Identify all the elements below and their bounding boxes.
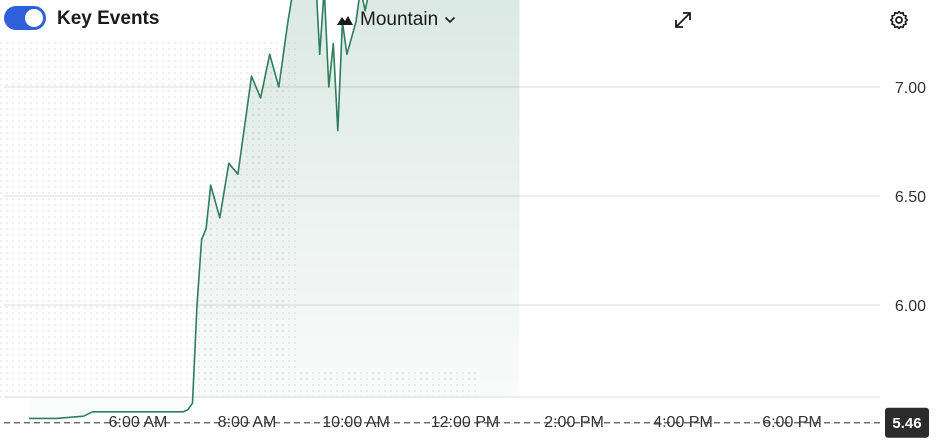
x-tick-label: 2:00 PM — [544, 414, 604, 431]
expand-icon — [675, 12, 691, 28]
chart-type-label: Mountain — [360, 9, 439, 30]
expand-button[interactable] — [672, 9, 694, 31]
x-tick-label: 6:00 AM — [109, 414, 168, 431]
price-badges: 7.625.46 — [885, 407, 929, 438]
y-tick-label: 6.50 — [895, 189, 926, 206]
previous-close-label: 5.46 — [892, 415, 921, 432]
toggle-knob — [25, 9, 43, 27]
x-tick-label: 6:00 PM — [762, 414, 822, 431]
area-fill — [29, 0, 520, 419]
chevron-down-icon — [445, 16, 456, 24]
chart-type-dropdown[interactable]: Mountain — [336, 8, 456, 32]
settings-button[interactable] — [888, 9, 910, 31]
x-axis: 6:00 AM 8:00 AM 10:00 AM 12:00 PM 2:00 PM 4:0… — [109, 414, 822, 431]
y-tick-label: 7.00 — [895, 80, 926, 97]
previous-close-badge — [885, 407, 929, 438]
price-line — [29, 0, 369, 420]
y-axis: 6.006.507.007.508.00 — [895, 80, 926, 315]
x-tick-label: 12:00 PM — [431, 414, 499, 431]
key-events-label: Key Events — [57, 8, 160, 29]
mountain-icon — [337, 16, 353, 25]
y-tick-label: 6.00 — [895, 298, 926, 315]
chart-toolbar: Key Events Mountain — [0, 0, 939, 40]
gear-icon — [889, 10, 909, 30]
area-path — [29, 0, 520, 419]
reference-lines — [4, 422, 884, 424]
key-events-toggle[interactable] — [4, 6, 46, 30]
x-tick-label: 10:00 AM — [322, 414, 390, 431]
x-tick-label: 8:00 AM — [218, 414, 277, 431]
price-line-path — [29, 0, 369, 420]
x-tick-label: 4:00 PM — [653, 414, 713, 431]
